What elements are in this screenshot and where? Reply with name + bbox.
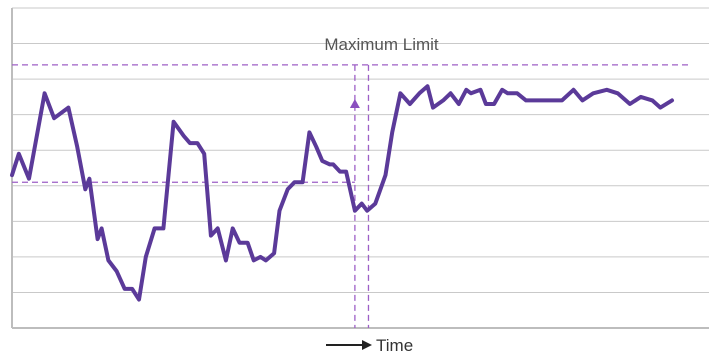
axes bbox=[11, 8, 709, 329]
time-axis-label-group: Time bbox=[326, 336, 413, 354]
triangle-marker bbox=[349, 99, 360, 108]
x-axis-label: Time bbox=[376, 336, 413, 354]
maximum-limit-label: Maximum Limit bbox=[324, 35, 439, 54]
arrow-right-icon bbox=[362, 340, 372, 350]
gridlines bbox=[12, 7, 709, 293]
series-line bbox=[10, 84, 674, 302]
